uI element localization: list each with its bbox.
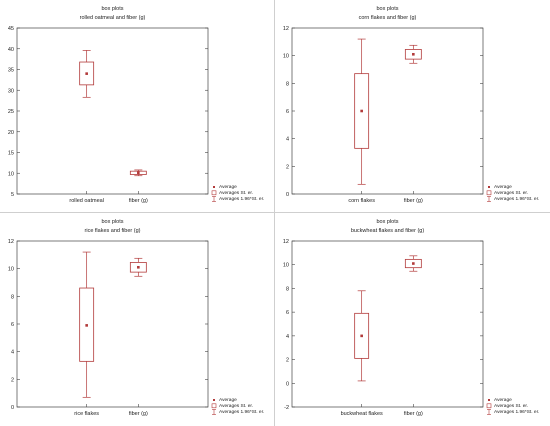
plot-frame xyxy=(291,240,484,408)
x-category-label-rolled-oatmeal: rolled oatmeal xyxy=(69,198,104,204)
legend-label: Averages St. er. xyxy=(494,190,528,196)
legend-label: Averages St. er. xyxy=(219,403,253,409)
y-tick-label: 12 xyxy=(283,26,289,32)
boxplot-chart-rice-flakes: box plots rice flakes and fiber (g) 0 2 4 6 8 1… xyxy=(8,219,264,417)
mean-marker xyxy=(360,334,363,338)
legend-average-marker xyxy=(213,399,215,401)
plot-frame xyxy=(16,240,209,408)
legend-label: Averages St. er. xyxy=(494,403,528,409)
legend-se-box-icon xyxy=(211,403,217,409)
y-tick-label: 0 xyxy=(286,381,289,387)
y-tick-label: 30 xyxy=(8,88,14,94)
x-category-label-corn-flakes: corn flakes xyxy=(348,198,375,204)
x-category-label-fiber-g: fiber (g) xyxy=(404,198,423,204)
boxplot-chart-corn-flakes: box plots corn flakes and fiber (g) 0 2 4 6 8 1… xyxy=(283,6,539,204)
chart-title: box plots xyxy=(101,6,123,12)
boxplot-chart-rolled-oatmeal: box plots rolled oatmeal and fiber (g) 5 10… xyxy=(8,6,264,204)
y-tick-label: 2 xyxy=(286,164,289,170)
legend-se-box-icon xyxy=(486,190,492,196)
chart-panel-buckwheat-flakes: box plots buckwheat flakes and fiber (g) -… xyxy=(275,213,550,426)
y-tick-label: 12 xyxy=(283,239,289,245)
legend-label: Averages St. er. xyxy=(219,190,253,196)
y-tick-label: -2 xyxy=(284,405,289,411)
y-tick-label: 2 xyxy=(11,377,14,383)
chart-title: box plots xyxy=(376,6,398,12)
legend-se-box-icon xyxy=(211,190,217,196)
panel-divider-vertical xyxy=(274,0,275,426)
y-tick-label: 10 xyxy=(283,263,289,269)
y-tick-label: 10 xyxy=(8,171,14,177)
mean-marker xyxy=(85,324,88,327)
legend-label: Averages 1.96*St. er. xyxy=(494,196,539,202)
legend-label: Average xyxy=(219,397,237,403)
mean-marker xyxy=(412,262,415,265)
legend-average-marker xyxy=(488,399,490,401)
y-tick-label: 8 xyxy=(286,286,289,292)
chart-subtitle: rice flakes and fiber (g) xyxy=(85,228,141,234)
plot-frame xyxy=(16,27,209,195)
y-tick-label: 4 xyxy=(11,350,14,356)
y-tick-label: 25 xyxy=(8,109,14,115)
y-tick-label: 45 xyxy=(8,26,14,32)
y-tick-label: 4 xyxy=(286,137,289,143)
y-tick-label: 2 xyxy=(286,358,289,364)
y-tick-label: 20 xyxy=(8,130,14,136)
y-tick-label: 8 xyxy=(286,81,289,87)
chart-subtitle: rolled oatmeal and fiber (g) xyxy=(80,15,146,21)
legend-average-marker xyxy=(488,186,490,188)
legend-label: Average xyxy=(219,184,237,190)
chart-title: box plots xyxy=(101,219,123,225)
y-tick-label: 35 xyxy=(8,68,14,74)
legend-average-marker xyxy=(213,186,215,188)
x-category-label-fiber-g: fiber (g) xyxy=(404,411,423,417)
plot-frame xyxy=(291,27,484,195)
y-tick-label: 10 xyxy=(283,54,289,60)
chart-title: box plots xyxy=(376,219,398,225)
legend-label: Average xyxy=(494,397,512,403)
legend-se-box-icon xyxy=(486,403,492,409)
y-tick-label: 6 xyxy=(286,109,289,115)
x-category-label-fiber-g: fiber (g) xyxy=(129,411,148,417)
chart-subtitle: corn flakes and fiber (g) xyxy=(359,15,417,21)
y-tick-label: 0 xyxy=(286,192,289,198)
chart-panel-corn-flakes: box plots corn flakes and fiber (g) 0 2 4 6 8 1… xyxy=(275,0,550,213)
y-tick-label: 10 xyxy=(8,267,14,273)
y-tick-label: 15 xyxy=(8,151,14,157)
y-tick-label: 0 xyxy=(11,405,14,411)
chart-subtitle: buckwheat flakes and fiber (g) xyxy=(351,228,425,234)
x-category-label-rice-flakes: rice flakes xyxy=(74,411,99,417)
legend-label: Average xyxy=(494,184,512,190)
y-tick-label: 12 xyxy=(8,239,14,245)
mean-marker xyxy=(137,265,140,269)
mean-marker xyxy=(85,72,88,75)
y-tick-label: 5 xyxy=(11,192,14,198)
x-category-label-buckwheat-flakes: buckwheat flakes xyxy=(341,411,383,417)
legend-label: Averages 1.96*St. er. xyxy=(219,409,264,415)
chart-panel-rolled-oatmeal: box plots rolled oatmeal and fiber (g) 5 10… xyxy=(0,0,275,213)
panel-divider-horizontal xyxy=(0,212,550,213)
legend-label: Averages 1.96*St. er. xyxy=(494,409,539,415)
y-tick-label: 40 xyxy=(8,47,14,53)
boxplot-chart-buckwheat-flakes: box plots buckwheat flakes and fiber (g) -… xyxy=(283,219,539,417)
mean-marker xyxy=(137,171,140,175)
y-tick-label: 6 xyxy=(286,310,289,316)
mean-marker xyxy=(360,109,363,113)
y-tick-label: 6 xyxy=(11,322,14,328)
mean-marker xyxy=(412,52,415,56)
legend-label: Averages 1.96*St. er. xyxy=(219,196,264,202)
x-category-label-fiber-g: fiber (g) xyxy=(129,198,148,204)
y-tick-label: 4 xyxy=(286,334,289,340)
chart-panel-rice-flakes: box plots rice flakes and fiber (g) 0 2 4 6 8 1… xyxy=(0,213,275,426)
y-tick-label: 8 xyxy=(11,294,14,300)
